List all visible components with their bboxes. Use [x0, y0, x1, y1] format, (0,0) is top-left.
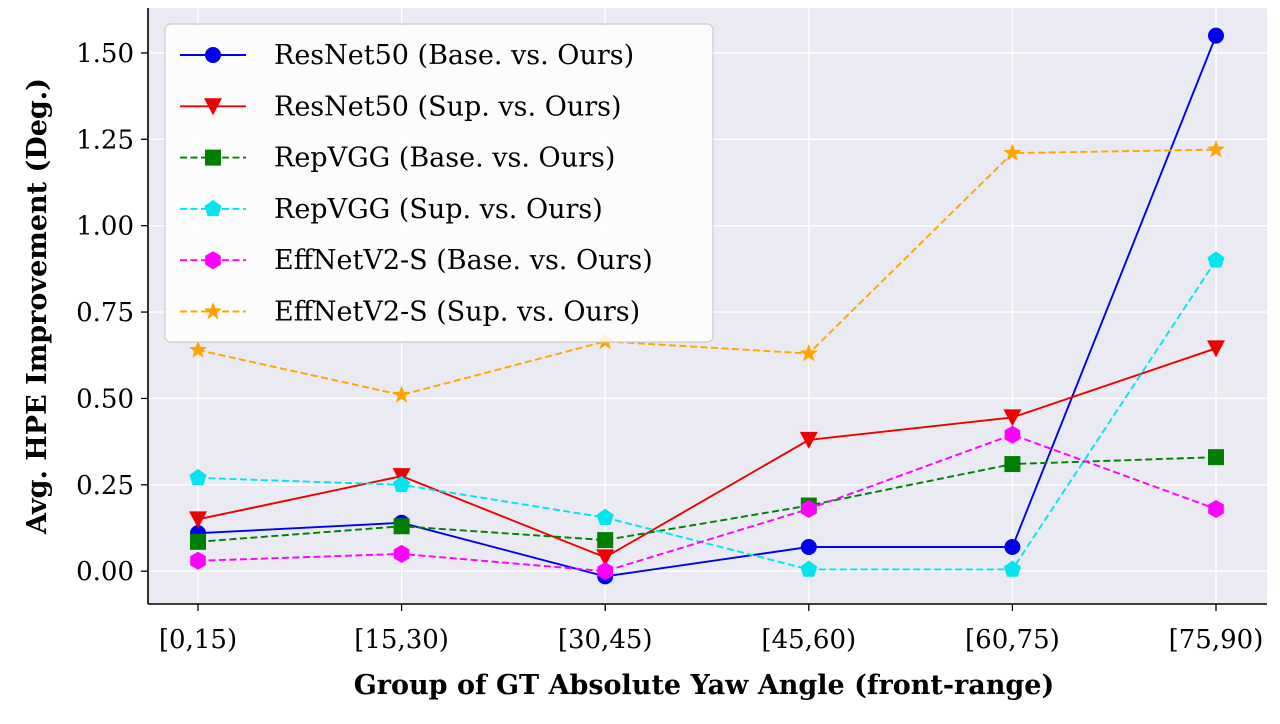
data-point-series-4 [1003, 560, 1021, 577]
series-line-6 [197, 148, 1217, 396]
legend-box [164, 23, 714, 343]
x-tick-label: [75,90) [1169, 625, 1264, 655]
series-line-3 [197, 456, 1217, 543]
x-tick-label: [45,60) [761, 625, 856, 655]
data-point-series-2 [1207, 340, 1225, 358]
legend-marker-2 [204, 98, 222, 116]
data-point-series-1 [1208, 27, 1224, 44]
x-ticks: [0,15) [15,30) [30,45) [45,60) [60,75) [75,90… [159, 604, 1263, 655]
data-point-series-5 [597, 562, 613, 581]
data-point-series-4 [1207, 251, 1225, 268]
data-point-series-4 [393, 475, 411, 493]
x-tick-label: [60,75) [965, 625, 1060, 655]
data-point-series-5 [1004, 425, 1021, 444]
data-point-series-4 [596, 508, 614, 525]
data-point-series-3 [1208, 449, 1224, 466]
y-tick-label: 0.00 [76, 557, 134, 587]
x-axis-title: Group of GT Absolute Yaw Angle (front-ra… [354, 670, 1054, 701]
x-tick-label: [30,45) [558, 625, 653, 655]
data-point-series-5 [1208, 499, 1224, 518]
y-ticks: 0.00 0.25 0.50 0.75 1.00 1.25 1.50 [76, 39, 148, 587]
legend-marker-4 [204, 199, 222, 217]
data-point-series-2 [1003, 409, 1022, 427]
x-tick-label: [0,15) [159, 625, 237, 655]
series-lines [197, 35, 1217, 578]
data-point-series-6 [1003, 143, 1022, 161]
data-point-series-3 [597, 532, 614, 549]
legend-label-3: RepVGG (Base. vs. Ours) [274, 143, 615, 174]
data-point-series-1 [800, 538, 817, 555]
legend-label-1: ResNet50 (Base. vs. Ours) [274, 40, 634, 71]
legend-marker-6 [203, 302, 223, 320]
data-point-series-2 [189, 511, 207, 529]
data-point-series-1 [1004, 538, 1021, 555]
data-point-series-3 [1004, 456, 1021, 473]
legend-label-5: EffNetV2-S (Base. vs. Ours) [274, 245, 653, 276]
x-tick-label: [15,30) [354, 625, 449, 655]
legend-marker-3 [205, 149, 221, 166]
series-line-1 [197, 35, 1217, 578]
data-point-series-5 [393, 544, 410, 563]
y-tick-label: 1.00 [76, 212, 134, 242]
y-tick-label: 1.25 [76, 125, 134, 155]
data-point-series-6 [188, 340, 208, 358]
data-point-series-6 [392, 385, 411, 403]
series-markers [188, 27, 1226, 585]
data-point-series-4 [189, 468, 207, 486]
series-line-5 [197, 433, 1217, 573]
data-point-series-2 [596, 549, 615, 567]
y-tick-label: 0.50 [76, 384, 134, 414]
data-point-series-6 [799, 344, 818, 362]
data-point-series-2 [799, 431, 818, 449]
legend-marker-1 [205, 47, 221, 63]
data-point-series-5 [190, 551, 206, 570]
data-point-series-3 [190, 533, 206, 550]
legend-marker-5 [205, 251, 221, 270]
y-tick-label: 0.25 [76, 471, 134, 501]
data-point-series-5 [801, 499, 817, 518]
legend-label-4: RepVGG (Sup. vs. Ours) [274, 194, 603, 225]
y-axis-title: Avg. HPE Improvement (Deg.) [22, 78, 53, 535]
legend-label-2: ResNet50 (Sup. vs. Ours) [274, 91, 622, 122]
y-tick-label: 0.75 [76, 298, 134, 328]
series-line-4 [197, 259, 1217, 571]
legend: ResNet50 (Base. vs. Ours) ResNet50 (Sup. … [164, 23, 714, 343]
legend-label-6: EffNetV2-S (Sup. vs. Ours) [274, 297, 640, 328]
data-point-series-3 [393, 518, 410, 535]
data-point-series-4 [800, 560, 818, 577]
y-tick-label: 1.50 [76, 39, 134, 69]
data-point-series-6 [1206, 140, 1226, 158]
